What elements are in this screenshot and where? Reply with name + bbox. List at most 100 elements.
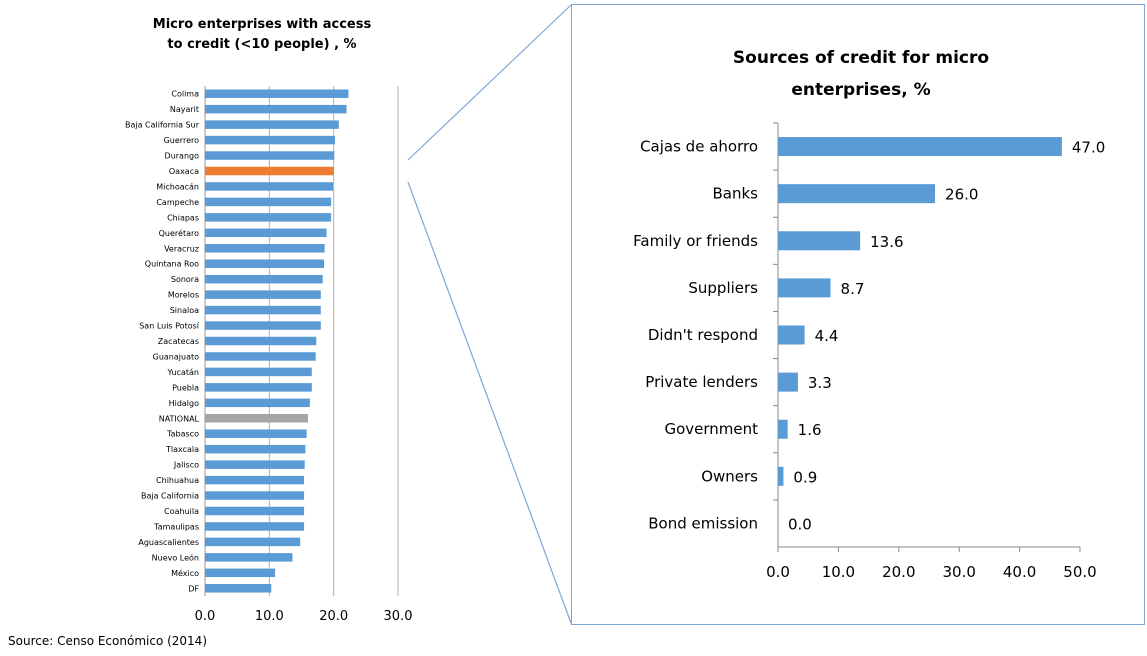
left-bar	[205, 151, 335, 160]
left-bar	[205, 305, 321, 315]
right-chart: Sources of credit for micro enterprises, …	[633, 48, 1105, 581]
right-x-tick-label: 10.0	[822, 563, 855, 581]
right-bar	[778, 325, 805, 345]
left-category-label: Yucatán	[167, 368, 199, 377]
left-bar	[205, 429, 307, 438]
right-x-tick-label: 0.0	[766, 563, 790, 581]
left-category-label: San Luis Potosí	[139, 322, 200, 331]
left-category-label: Tamaulipas	[153, 522, 199, 531]
right-category-label: Private lenders	[645, 373, 758, 391]
left-category-label: Querétaro	[159, 228, 199, 238]
left-category-label: DF	[188, 584, 199, 593]
right-x-tick-label: 50.0	[1063, 563, 1096, 581]
left-bar	[205, 259, 325, 268]
left-bar	[205, 506, 305, 516]
right-value-label: 8.7	[841, 280, 865, 298]
right-category-label: Banks	[713, 185, 759, 203]
left-bar	[205, 383, 312, 392]
left-category-label: Baja California	[141, 492, 199, 501]
right-x-tick-label: 40.0	[1003, 563, 1036, 581]
connector-top	[407, 4, 572, 161]
right-bar	[778, 184, 936, 204]
left-chart-title-line: Micro enterprises with access	[153, 17, 372, 32]
connector-bottom	[407, 181, 572, 624]
left-category-label: Puebla	[172, 383, 199, 392]
right-value-label: 13.6	[870, 233, 903, 251]
left-category-label: Veracruz	[164, 244, 199, 253]
left-category-label: Hidalgo	[169, 399, 200, 408]
right-x-tick-label: 20.0	[882, 563, 915, 581]
left-bar	[205, 522, 305, 531]
left-bar	[205, 321, 321, 330]
right-category-label: Family or friends	[633, 232, 758, 250]
left-x-tick-label: 20.0	[319, 609, 348, 624]
left-category-label: Aguascalientes	[138, 538, 199, 547]
left-category-label: Campeche	[156, 198, 199, 207]
left-category-label: Tabasco	[166, 430, 199, 439]
left-bar	[205, 244, 325, 253]
right-category-label: Suppliers	[688, 279, 758, 297]
left-category-label: Colima	[171, 90, 199, 99]
right-bar	[778, 137, 1062, 157]
left-bar	[205, 104, 347, 114]
right-bar	[778, 372, 798, 392]
right-bar	[778, 419, 788, 439]
left-bar	[205, 120, 339, 129]
right-x-tick-label: 30.0	[942, 563, 975, 581]
left-bar	[205, 274, 323, 284]
right-value-label: 1.6	[798, 421, 822, 439]
left-bar	[205, 228, 327, 238]
left-bar	[205, 197, 332, 207]
left-x-tick-label: 0.0	[195, 609, 216, 624]
left-category-label: Zacatecas	[158, 337, 199, 346]
left-category-label: México	[171, 568, 199, 578]
left-chart: Micro enterprises with access to credit (…	[125, 17, 413, 624]
left-bar	[205, 553, 293, 562]
right-chart-title-line: Sources of credit for micro	[733, 48, 989, 68]
left-category-label: Jalisco	[173, 461, 199, 470]
left-category-label: Nayarit	[170, 105, 199, 114]
left-category-label: Oaxaca	[169, 167, 199, 176]
left-category-label: Baja California Sur	[125, 121, 200, 130]
right-chart-title-line: enterprises, %	[791, 80, 930, 100]
left-category-label: Durango	[165, 152, 200, 161]
right-bar	[778, 231, 861, 251]
right-category-label: Owners	[701, 467, 758, 485]
right-value-label: 47.0	[1072, 139, 1105, 157]
right-category-label: Bond emission	[648, 514, 758, 532]
left-bar	[205, 135, 335, 145]
left-bar	[205, 290, 321, 299]
left-category-label: Chihuahua	[156, 476, 199, 485]
left-bar	[205, 182, 334, 191]
left-bar	[205, 398, 310, 408]
right-value-label: 3.3	[808, 374, 832, 392]
right-category-label: Government	[664, 420, 758, 438]
right-value-label: 26.0	[945, 186, 978, 204]
right-category-label: Cajas de ahorro	[640, 138, 758, 156]
left-bar	[205, 568, 276, 578]
left-bar	[205, 414, 308, 423]
left-bar	[205, 537, 301, 547]
left-bar	[205, 475, 305, 485]
left-bar	[205, 491, 305, 500]
left-bar	[205, 367, 312, 377]
left-category-label: Nuevo León	[152, 552, 199, 562]
left-x-tick-label: 10.0	[255, 609, 284, 624]
left-bar	[205, 166, 334, 176]
left-bar	[205, 89, 349, 98]
left-category-label: Sonora	[171, 275, 199, 284]
left-bar	[205, 336, 317, 346]
left-category-label: Guerrero	[164, 136, 199, 145]
left-chart-title-line: to credit (<10 people) , %	[167, 37, 356, 52]
left-bar	[205, 213, 332, 222]
left-category-label: Guanajuato	[153, 352, 199, 361]
left-bar	[205, 584, 272, 593]
right-bar	[778, 466, 784, 486]
left-category-label: Michoacán	[156, 182, 199, 191]
right-value-label: 0.0	[788, 515, 812, 533]
left-category-label: Sinaloa	[170, 306, 199, 315]
right-chart-panel: Sources of credit for micro enterprises, …	[571, 4, 1145, 625]
right-bar	[778, 278, 831, 298]
left-category-label: Tlaxcala	[165, 445, 199, 454]
